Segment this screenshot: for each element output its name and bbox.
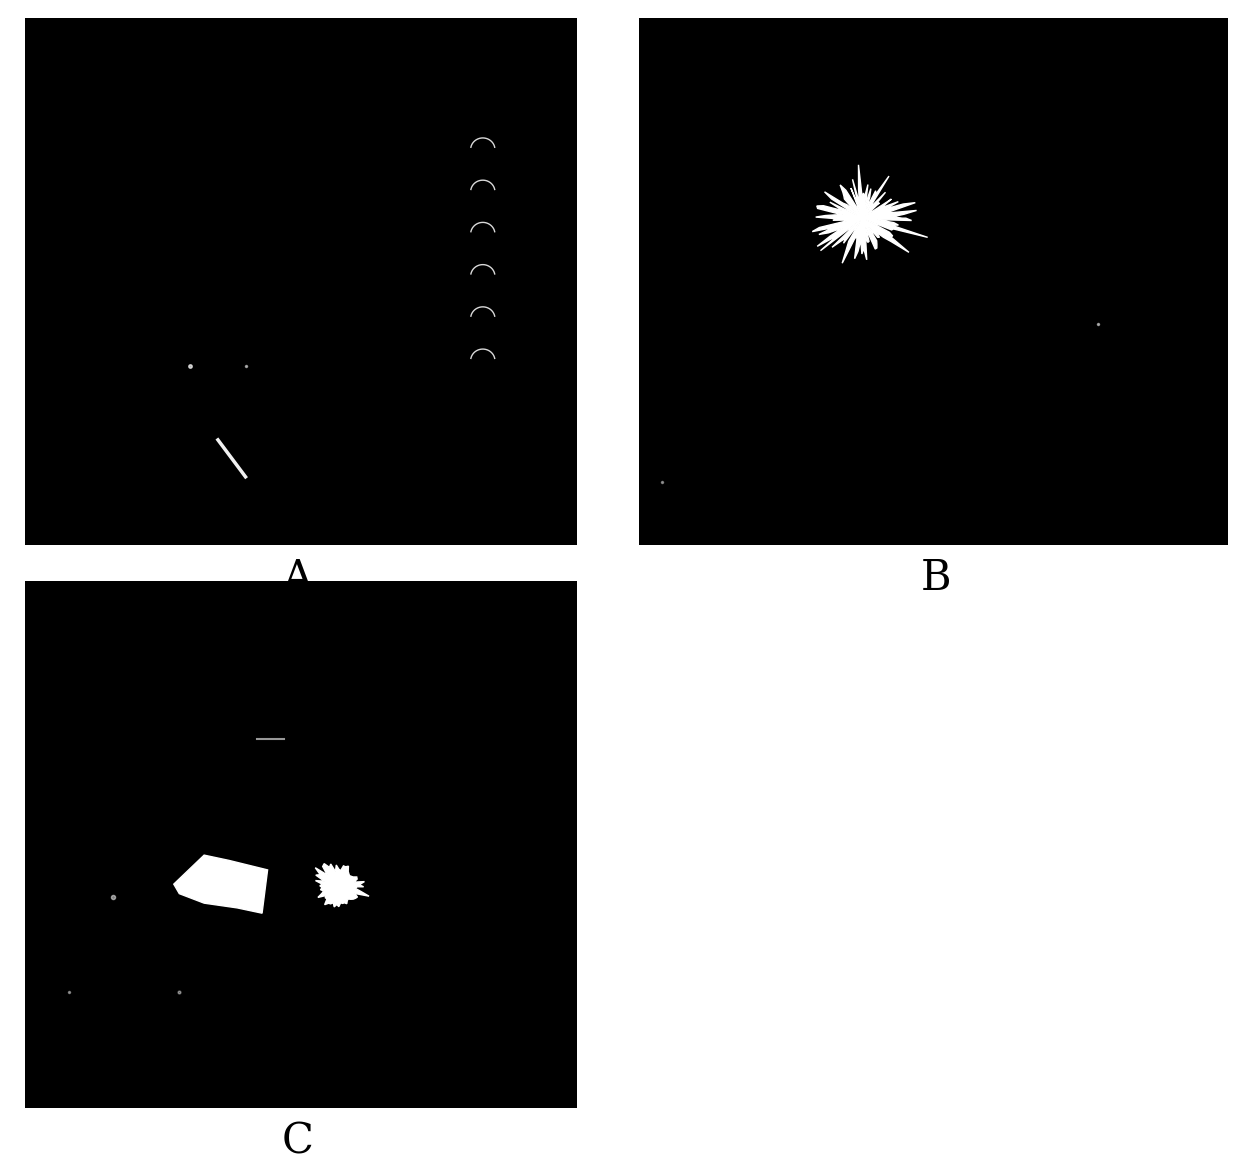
Text: B: B xyxy=(921,557,951,599)
Text: A: A xyxy=(283,557,312,599)
Polygon shape xyxy=(174,855,268,913)
Polygon shape xyxy=(315,863,370,907)
Polygon shape xyxy=(812,165,928,263)
Text: C: C xyxy=(281,1120,314,1162)
